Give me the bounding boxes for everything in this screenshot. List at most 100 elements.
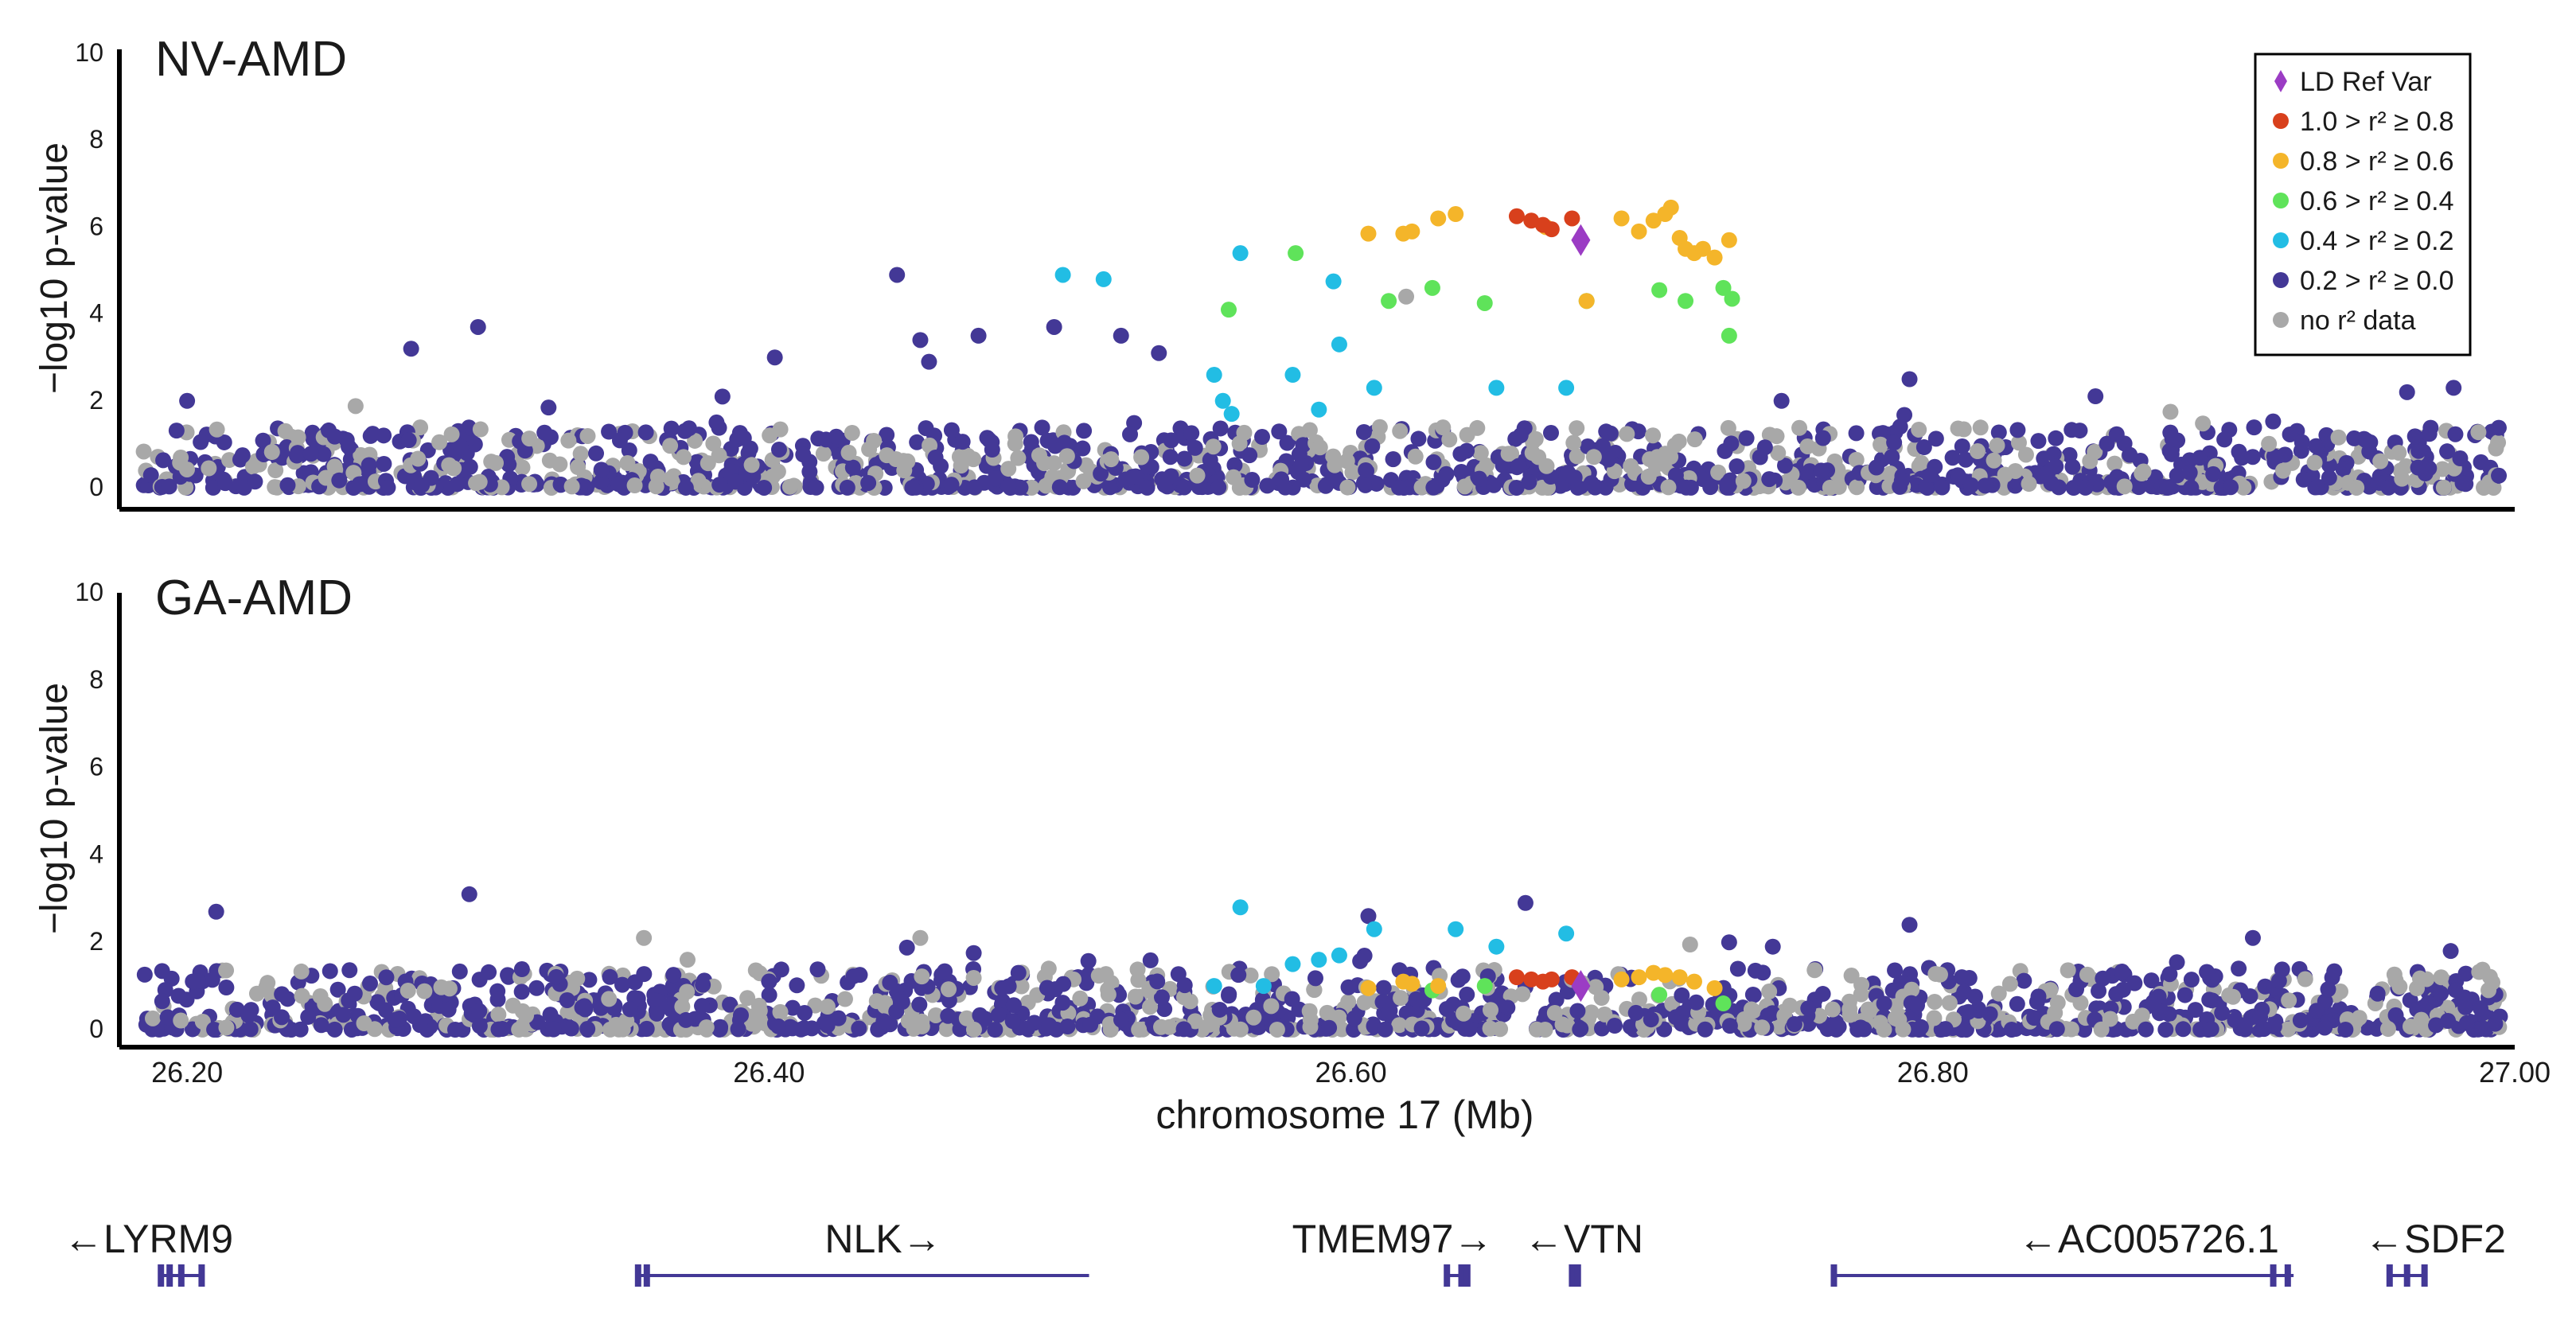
no-r2-point	[705, 435, 722, 452]
low-ld-point	[1176, 977, 1193, 994]
low-ld-point	[1853, 1019, 1869, 1036]
no-r2-point	[488, 454, 505, 471]
low-ld-point	[302, 446, 319, 462]
low-ld-point	[315, 446, 332, 462]
no-r2-point	[2162, 403, 2179, 420]
legend-swatch	[2273, 312, 2289, 328]
low-ld-point	[882, 974, 898, 991]
low-ld-point	[1128, 468, 1144, 485]
no-r2-point	[1754, 1019, 1771, 1036]
low-ld-point	[528, 980, 545, 996]
nv-amd-y-label: −log10 p-value	[33, 142, 76, 394]
no-r2-point	[1133, 449, 1150, 465]
low-ld-point	[2045, 446, 2062, 462]
low-ld-point	[1080, 952, 1097, 969]
no-r2-point	[663, 470, 680, 487]
low-ld-point	[1927, 430, 1944, 447]
ld-reference-variant	[1571, 224, 1591, 256]
low-ld-point	[851, 1020, 867, 1037]
low-ld-point	[2126, 975, 2143, 991]
low-ld-point	[563, 1020, 579, 1037]
ld-point-r02	[1558, 925, 1575, 942]
low-ld-point	[2244, 929, 2261, 946]
no-r2-point	[472, 421, 489, 438]
low-ld-point	[289, 447, 306, 464]
low-ld-point	[1113, 327, 1129, 344]
low-ld-point	[801, 463, 818, 480]
no-r2-point	[1482, 1002, 1498, 1019]
ld-point-r02	[1206, 367, 1222, 384]
low-ld-point	[2266, 1019, 2282, 1035]
no-r2-point	[2379, 1021, 2396, 1038]
ld-point-r06	[1657, 967, 1674, 983]
no-r2-point	[951, 449, 968, 465]
low-ld-point	[2087, 388, 2104, 405]
ld-point-r04	[1715, 279, 1732, 296]
low-ld-point	[489, 991, 506, 1008]
low-ld-point	[216, 434, 232, 450]
low-ld-point	[766, 349, 783, 366]
no-r2-point	[2490, 434, 2507, 451]
ld-point-na	[679, 952, 696, 968]
no-r2-point	[1090, 968, 1107, 984]
no-r2-point	[468, 475, 485, 492]
low-ld-point	[2292, 1012, 2309, 1029]
low-ld-point	[1176, 450, 1193, 467]
low-ld-point	[168, 423, 185, 439]
no-r2-point	[563, 478, 580, 495]
low-ld-point	[1139, 479, 1155, 496]
ld-point-r04	[1381, 293, 1397, 310]
low-ld-point	[1221, 987, 1237, 1004]
low-ld-point	[1346, 1010, 1362, 1026]
ld-reference-variant	[1571, 970, 1591, 1003]
ld-point-r06	[1671, 969, 1688, 986]
low-ld-point	[1271, 423, 1288, 440]
low-ld-point	[1340, 979, 1357, 995]
ld-point-r02	[1232, 245, 1249, 262]
ga-amd-title: GA-AMD	[155, 571, 353, 625]
ld-point-na	[1398, 288, 1415, 305]
no-r2-point	[1127, 988, 1144, 1005]
low-ld-point	[2308, 1003, 2325, 1019]
low-ld-point	[860, 474, 877, 491]
low-ld-point	[1922, 467, 1939, 484]
low-ld-point	[665, 967, 682, 983]
low-ld-point	[1210, 479, 1227, 496]
no-r2-point	[173, 1012, 189, 1029]
legend: LD Ref Var 1.0 > r² ≥ 0.8 0.8 > r² ≥ 0.6 0.…	[2254, 53, 2472, 356]
no-r2-point	[1013, 978, 1030, 995]
low-ld-point	[2091, 983, 2107, 999]
low-ld-point	[1729, 960, 1746, 977]
no-r2-point	[541, 452, 558, 469]
no-r2-point	[1075, 473, 1092, 489]
low-ld-point	[2114, 964, 2130, 980]
low-ld-point	[1814, 430, 1831, 446]
no-r2-point	[1770, 445, 1787, 462]
low-ld-point	[446, 1021, 463, 1038]
no-r2-point	[1736, 1015, 1752, 1032]
low-ld-point	[2490, 419, 2507, 436]
ld-point-r06	[1430, 210, 1447, 227]
ld-point-r02	[1331, 947, 1347, 964]
low-ld-point	[1569, 1003, 1586, 1019]
no-r2-point	[2106, 455, 2123, 472]
low-ld-point	[2337, 1021, 2354, 1038]
low-ld-point	[490, 1021, 507, 1038]
no-r2-point	[1435, 419, 1452, 436]
no-r2-point	[2330, 429, 2347, 446]
low-ld-point	[1961, 970, 1978, 987]
low-ld-point	[449, 476, 466, 493]
low-ld-point	[2236, 1017, 2253, 1034]
low-ld-point	[204, 972, 220, 988]
low-ld-point	[2474, 1020, 2491, 1037]
no-r2-point	[2394, 470, 2410, 487]
no-r2-point	[1997, 466, 2013, 483]
low-ld-point	[1886, 434, 1903, 451]
low-ld-point	[2164, 430, 2180, 447]
no-r2-point	[293, 963, 310, 980]
low-ld-point	[1226, 457, 1243, 473]
low-ld-point	[2440, 1012, 2457, 1029]
low-ld-point	[2369, 985, 2386, 1002]
no-r2-point	[2348, 479, 2365, 496]
no-r2-point	[1413, 479, 1430, 496]
